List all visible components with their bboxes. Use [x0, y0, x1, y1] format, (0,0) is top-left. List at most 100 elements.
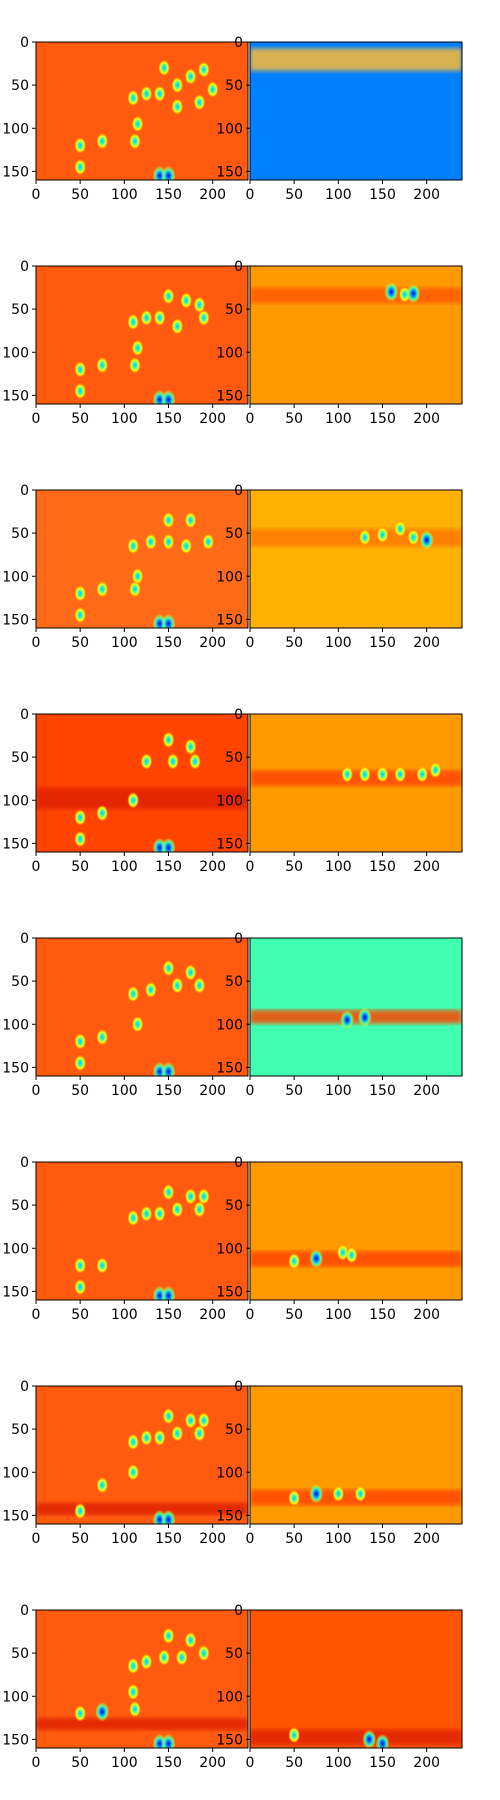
heatmap-hotspot [184, 68, 197, 85]
heatmap-hotspot [127, 1463, 140, 1481]
heatmap-hotspot [144, 981, 157, 999]
y-tick-label: 0 [20, 931, 29, 947]
x-tick-label: 100 [325, 859, 352, 875]
heatmap-hotspot [74, 158, 87, 176]
x-tick-label: 50 [285, 1307, 303, 1323]
y-tick-label: 0 [234, 1379, 243, 1395]
heatmap-hotspot [127, 791, 140, 809]
axes-frame [35, 1385, 249, 1525]
heatmap-hotspot [162, 287, 175, 305]
heatmap-hotspot [161, 1509, 176, 1524]
y-tick-label: 100 [2, 569, 29, 585]
heatmap-band [36, 787, 248, 810]
y-tick-label: 100 [2, 1017, 29, 1033]
heatmap-background [36, 1386, 248, 1524]
heatmap-hotspot [180, 537, 193, 555]
x-tick-label: 200 [199, 411, 226, 427]
y-tick-label: 50 [225, 750, 243, 766]
heatmap-background [250, 938, 462, 1076]
heatmap-hotspot [128, 356, 141, 374]
heatmap-hotspot [127, 1683, 140, 1701]
x-tick-label: 150 [155, 187, 182, 203]
heatmap-panel: 0 50 100 150 200 0 50 100 150 [216, 1603, 463, 1771]
x-tick-label: 150 [155, 411, 182, 427]
y-tick-label: 0 [20, 1379, 29, 1395]
heatmap-hotspot [74, 137, 87, 154]
heatmap-panel: 0 50 100 150 200 0 50 100 150 [2, 259, 249, 427]
x-tick-label: 0 [32, 635, 41, 651]
heatmap-hotspot [74, 361, 87, 378]
y-tick-label: 100 [2, 793, 29, 809]
axes-frame [249, 265, 463, 405]
y-tick-label: 0 [234, 1603, 243, 1619]
heatmap-hotspot [341, 765, 354, 783]
y-tick-label: 0 [234, 35, 243, 51]
heatmap-hotspot [197, 61, 210, 78]
x-tick-label: 100 [325, 411, 352, 427]
heatmap-hotspot [340, 1010, 355, 1030]
heatmap-image [36, 1386, 248, 1524]
x-tick-label: 150 [369, 411, 396, 427]
x-tick-label: 150 [155, 1755, 182, 1771]
y-tick-label: 100 [216, 1017, 243, 1033]
x-tick-label: 0 [32, 411, 41, 427]
y-tick-label: 150 [2, 1508, 29, 1524]
y-tick-label: 100 [2, 1241, 29, 1257]
y-tick-label: 0 [20, 259, 29, 275]
heatmap-hotspot [193, 977, 206, 994]
x-tick-label: 50 [71, 1531, 89, 1547]
y-tick-label: 150 [2, 836, 29, 852]
axes-frame [35, 713, 249, 853]
heatmap-background [250, 490, 462, 628]
y-tick-label: 0 [234, 707, 243, 723]
heatmap-hotspot [345, 1246, 358, 1264]
heatmap-hotspot [153, 85, 166, 103]
x-tick-label: 200 [199, 1083, 226, 1099]
heatmap-hotspot [162, 959, 175, 977]
x-tick-label: 100 [111, 635, 138, 651]
heatmap-hotspot [309, 1484, 324, 1504]
heatmap-hotspot [193, 1201, 206, 1218]
y-tick-label: 0 [234, 259, 243, 275]
x-tick-label: 0 [246, 859, 255, 875]
heatmap-hotspot [96, 1257, 109, 1274]
heatmap-hotspot [74, 809, 87, 826]
heatmap-hotspot [171, 1201, 184, 1218]
x-tick-label: 150 [369, 1755, 396, 1771]
x-tick-label: 200 [413, 635, 440, 651]
heatmap-hotspot [153, 1429, 166, 1447]
y-tick-label: 50 [11, 1422, 29, 1438]
heatmap-hotspot [74, 1033, 87, 1050]
x-tick-label: 0 [246, 187, 255, 203]
heatmap-panel: 0 50 100 150 200 0 50 100 150 [2, 1155, 249, 1323]
y-tick-label: 150 [2, 612, 29, 628]
heatmap-hotspot [162, 1627, 175, 1645]
y-tick-label: 0 [20, 483, 29, 499]
heatmap-hotspot [127, 1209, 140, 1227]
x-tick-label: 100 [111, 1307, 138, 1323]
y-tick-label: 150 [216, 1508, 243, 1524]
y-tick-label: 100 [216, 121, 243, 137]
heatmap-hotspot [184, 1631, 197, 1649]
heatmap-hotspot [74, 830, 87, 848]
heatmap-hotspot [376, 526, 389, 544]
heatmap-hotspot [128, 132, 141, 150]
heatmap-panel: 0 50 100 150 200 0 50 100 150 [2, 707, 249, 875]
x-tick-label: 150 [369, 635, 396, 651]
heatmap-hotspot [193, 296, 206, 314]
heatmap-hotspot [362, 1729, 377, 1748]
heatmap-hotspot [161, 165, 176, 180]
heatmap-image [36, 714, 248, 852]
y-tick-label: 50 [225, 78, 243, 94]
heatmap-panel: 0 50 100 150 200 0 50 100 150 [216, 483, 463, 651]
y-tick-label: 50 [225, 526, 243, 542]
axes-frame [35, 489, 249, 629]
x-tick-label: 50 [285, 1531, 303, 1547]
x-tick-label: 50 [285, 411, 303, 427]
heatmap-hotspot [175, 1649, 188, 1666]
heatmap-background [36, 938, 248, 1076]
x-tick-label: 0 [246, 1531, 255, 1547]
y-tick-label: 50 [225, 974, 243, 990]
y-tick-label: 150 [2, 164, 29, 180]
